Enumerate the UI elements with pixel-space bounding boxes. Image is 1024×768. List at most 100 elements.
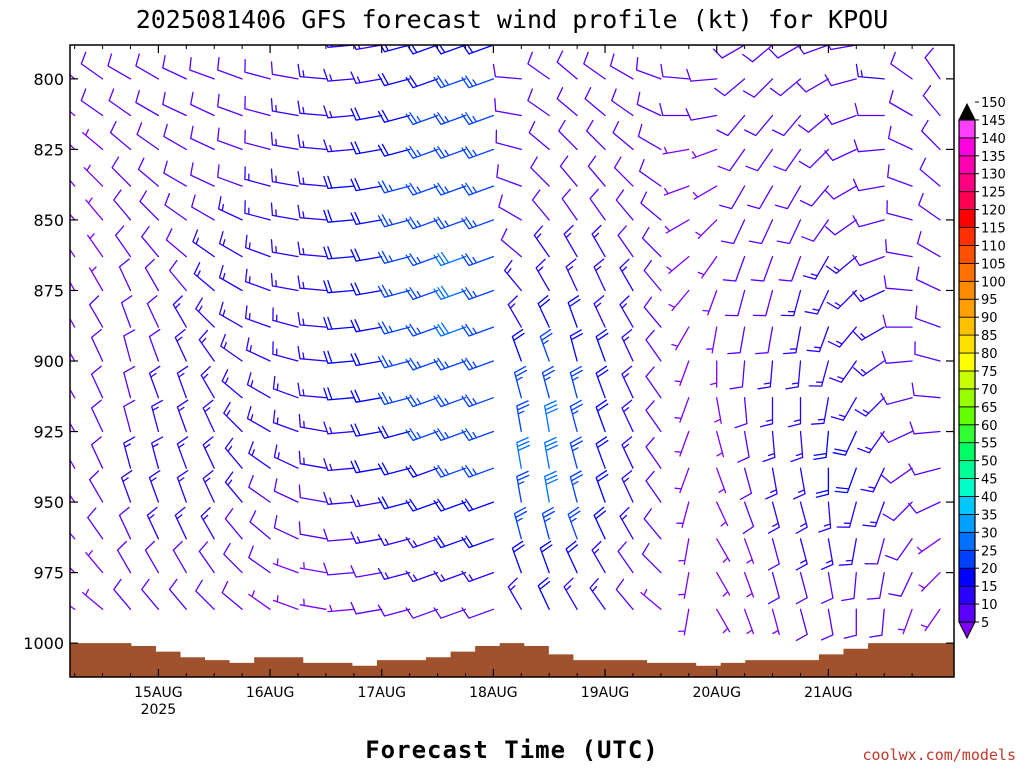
wind-barb <box>544 400 559 433</box>
wind-barb <box>748 219 774 245</box>
colorbar-cell <box>958 406 976 426</box>
wind-barb <box>887 125 913 151</box>
wind-barb-layer <box>70 45 941 642</box>
wind-barb <box>405 287 439 301</box>
wind-barb <box>350 389 383 403</box>
wind-barb <box>724 289 746 317</box>
wind-barb <box>498 194 522 221</box>
wind-barb <box>90 328 104 362</box>
wind-barb <box>804 289 830 315</box>
wind-barb <box>621 436 634 469</box>
wind-barb <box>567 295 581 328</box>
wind-barb <box>664 219 690 234</box>
wind-barb <box>716 430 725 458</box>
colorbar-cell <box>958 496 976 515</box>
wind-barb <box>323 316 355 331</box>
wind-barb <box>674 360 690 387</box>
wind-barb <box>589 188 606 221</box>
wind-barb <box>323 209 355 223</box>
x-tick-label: 18AUG <box>469 685 518 701</box>
wind-barb <box>273 444 299 469</box>
wind-barb <box>702 289 718 316</box>
wind-barb <box>584 87 606 117</box>
wind-barb <box>191 194 215 221</box>
wind-barb <box>824 148 857 162</box>
wind-barb <box>405 607 439 619</box>
wind-barb <box>908 463 941 476</box>
wind-barb <box>771 114 802 137</box>
wind-barb <box>720 219 746 245</box>
wind-barb <box>433 394 467 408</box>
wind-barb <box>377 284 411 298</box>
colorbar-label: 75 <box>981 365 998 380</box>
wind-barb <box>563 577 578 610</box>
wind-barb <box>743 571 755 598</box>
wind-barb <box>569 470 583 503</box>
colorbar-cell <box>958 352 976 372</box>
wind-barb <box>613 156 634 187</box>
wind-barb <box>615 578 634 610</box>
wind-barb <box>897 608 913 635</box>
colorbar-cell <box>958 227 976 246</box>
wind-barb <box>299 561 327 574</box>
wind-barb <box>323 139 355 153</box>
wind-barb <box>224 437 243 469</box>
wind-barb <box>70 179 76 187</box>
wind-barb <box>82 588 104 610</box>
wind-barb <box>855 63 885 80</box>
wind-barb <box>111 156 132 187</box>
wind-barb <box>565 540 579 574</box>
terrain-layer <box>70 643 954 677</box>
wind-barb <box>163 160 187 187</box>
colorbar-cell <box>958 298 976 318</box>
wind-barb <box>765 467 778 500</box>
wind-barb <box>433 357 467 371</box>
colorbar-cell <box>958 514 976 533</box>
wind-barb <box>377 567 411 580</box>
wind-barb <box>461 464 495 478</box>
colorbar-label: 85 <box>981 329 998 344</box>
wind-barb <box>176 470 189 503</box>
wind-barb <box>433 607 467 619</box>
wind-barb <box>297 241 327 258</box>
wind-barb <box>697 255 718 279</box>
wind-barb <box>146 506 160 540</box>
wind-barb <box>433 498 467 512</box>
wind-barb <box>168 578 187 610</box>
wind-barb <box>862 501 885 528</box>
wind-barb <box>530 156 550 187</box>
wind-barb <box>921 119 941 151</box>
x-tick-label: 21AUG <box>804 685 853 701</box>
terrain-polygon <box>70 643 954 677</box>
wind-barb <box>820 608 834 641</box>
wind-barb <box>377 604 411 617</box>
wind-barb <box>244 200 271 221</box>
wind-barb <box>70 317 76 328</box>
wind-barb <box>82 129 104 151</box>
wind-barb <box>405 428 439 442</box>
wind-barb <box>164 192 187 221</box>
wind-barb <box>272 375 299 399</box>
wind-barb <box>90 436 104 469</box>
wind-barb <box>461 498 495 512</box>
wind-barb <box>563 224 578 258</box>
wind-barb <box>843 608 857 639</box>
wind-barb <box>129 45 132 46</box>
wind-barb <box>461 253 495 267</box>
wind-barb <box>120 295 133 328</box>
wind-barb <box>513 365 528 399</box>
wind-barb <box>323 387 355 401</box>
wind-barb <box>87 233 104 258</box>
y-tick-label: 900 <box>33 352 64 371</box>
colorbar-cell <box>958 460 976 479</box>
wind-barb <box>433 535 467 549</box>
colorbar-cell <box>958 549 976 569</box>
wind-barb <box>674 430 690 457</box>
wind-barb <box>123 436 136 469</box>
wind-barb <box>220 333 243 362</box>
wind-barb <box>90 365 104 399</box>
wind-barb <box>641 542 662 574</box>
wind-barb <box>583 51 606 80</box>
wind-barb <box>496 164 522 187</box>
wind-barb <box>217 127 243 151</box>
